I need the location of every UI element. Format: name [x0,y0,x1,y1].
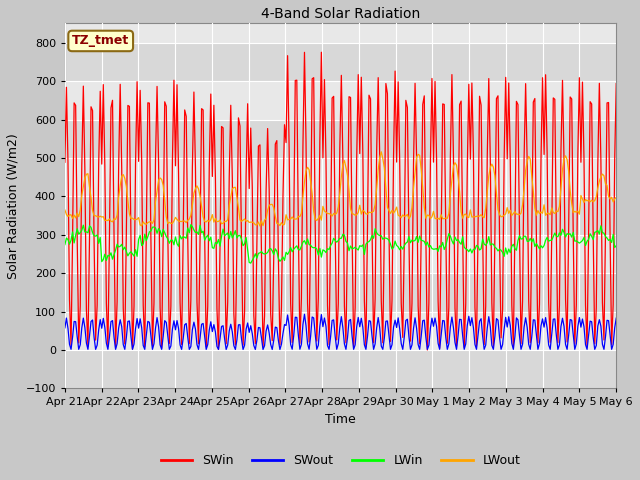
SWout [585,333,593,338]
Bar [65,43,616,81]
LWin [305,241,313,247]
Text: TZ_tmet: TZ_tmet [72,35,129,48]
LWin [256,250,264,256]
LWin [187,222,195,228]
SWout [301,312,308,317]
Line: LWout: LWout [65,152,616,226]
SWout [225,328,233,334]
LWin [61,242,68,248]
SWout [61,325,68,331]
SWin [61,159,68,165]
LWin [245,260,253,265]
LWout [612,194,620,200]
X-axis label: Time: Time [325,413,356,426]
LWout [378,149,385,155]
SWout [259,347,267,352]
SWin [317,49,325,55]
Y-axis label: Solar Radiation (W/m2): Solar Radiation (W/m2) [7,133,20,279]
LWout [61,207,68,213]
SWin [225,174,233,180]
SWin [129,346,136,352]
Line: LWin: LWin [65,225,616,263]
SWout [612,315,620,321]
Title: 4-Band Solar Radiation: 4-Band Solar Radiation [261,7,420,21]
LWout [225,203,233,208]
SWin [424,347,431,353]
Legend: SWin, SWout, LWin, LWout: SWin, SWout, LWin, LWout [156,449,525,472]
SWout [305,347,313,352]
LWin [227,228,235,234]
Bar [65,273,616,312]
LWout [304,165,312,170]
LWout [256,223,264,229]
Line: SWin: SWin [65,52,616,350]
SWin [612,81,620,86]
LWout [129,215,136,221]
SWin [302,139,310,145]
SWin [585,231,593,237]
SWin [244,101,252,107]
LWout [253,222,260,228]
Line: SWout: SWout [65,314,616,349]
LWout [244,217,252,223]
LWin [129,251,136,257]
Bar [65,350,616,388]
SWout [244,320,252,326]
SWout [129,347,136,352]
SWin [253,244,260,250]
SWout [253,337,260,343]
Bar [65,196,616,235]
Bar [65,120,616,158]
LWin [585,237,593,242]
LWin [612,243,620,249]
LWin [247,260,255,266]
LWout [585,197,593,203]
